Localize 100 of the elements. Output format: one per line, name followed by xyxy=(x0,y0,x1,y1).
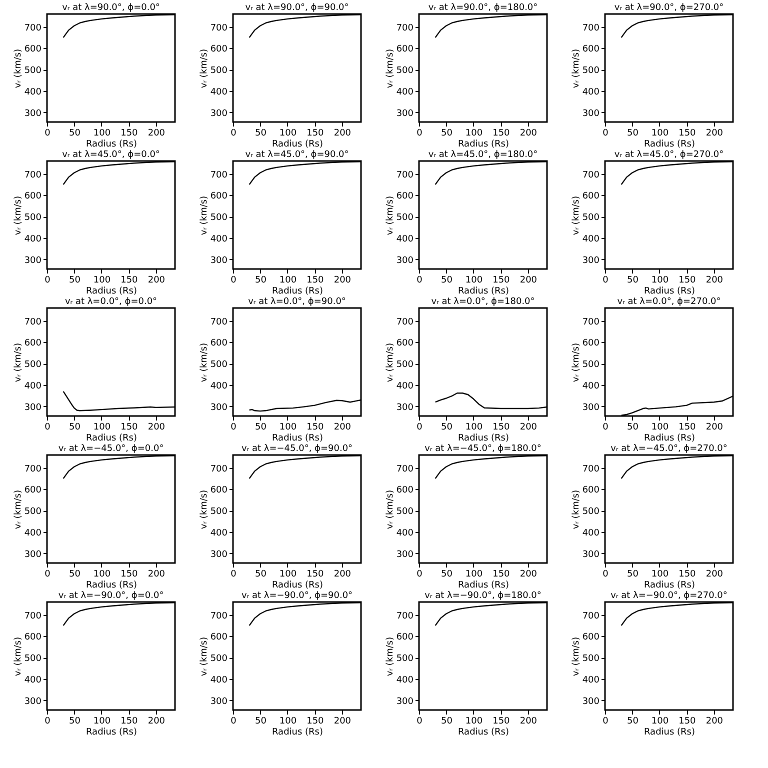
x-tick-label: 150 xyxy=(492,128,510,138)
x-tick-label: 50 xyxy=(255,570,267,580)
x-tick-label: 100 xyxy=(279,276,297,286)
y-tick-label: 700 xyxy=(396,23,414,34)
y-tick-label: 700 xyxy=(210,23,228,34)
y-tick-label: 300 xyxy=(24,402,42,413)
y-tick-label: 700 xyxy=(210,170,228,180)
x-tick-label: 100 xyxy=(651,422,669,432)
chart-title: vᵣ at λ=−45.0°, ϕ=180.0° xyxy=(424,444,542,454)
x-tick-label: 50 xyxy=(441,276,453,286)
x-tick-label: 50 xyxy=(441,422,453,432)
x-axis-title: Radius (Rs) xyxy=(644,728,696,738)
y-tick-label: 400 xyxy=(210,234,228,244)
x-tick-label: 150 xyxy=(306,422,324,432)
y-tick-label: 600 xyxy=(210,192,228,202)
x-tick-label: 50 xyxy=(627,422,639,432)
y-tick-label: 600 xyxy=(582,338,600,349)
y-tick-label: 700 xyxy=(396,170,414,180)
x-tick-label: 50 xyxy=(69,716,81,726)
x-tick-label: 50 xyxy=(69,422,81,432)
x-tick-label: 0 xyxy=(230,716,237,726)
x-tick-label: 150 xyxy=(492,716,510,726)
x-tick-label: 150 xyxy=(678,570,696,580)
x-axis-title: Radius (Rs) xyxy=(644,140,696,150)
y-tick-label: 300 xyxy=(24,550,42,560)
x-axis-title: Radius (Rs) xyxy=(86,140,138,150)
y-tick-label: 400 xyxy=(396,381,414,392)
x-axis-title: Radius (Rs) xyxy=(458,286,510,296)
chart-title: vᵣ at λ=90.0°, ϕ=270.0° xyxy=(614,3,724,13)
x-tick-label: 150 xyxy=(492,570,510,580)
x-tick-label: 50 xyxy=(627,128,639,138)
x-tick-label: 0 xyxy=(230,276,237,286)
x-axis-title: Radius (Rs) xyxy=(458,728,510,738)
x-tick-label: 100 xyxy=(93,128,111,138)
y-tick-label: 600 xyxy=(210,44,228,55)
x-tick-label: 150 xyxy=(492,276,510,286)
x-tick-label: 150 xyxy=(120,716,138,726)
y-tick-label: 300 xyxy=(582,402,600,413)
y-axis-title: vᵣ (km/s) xyxy=(13,342,24,382)
x-tick-label: 200 xyxy=(706,128,724,138)
x-axis-title: Radius (Rs) xyxy=(86,580,138,590)
y-tick-label: 700 xyxy=(582,23,600,34)
x-axis-title: Radius (Rs) xyxy=(644,580,696,590)
x-tick-label: 100 xyxy=(93,716,111,726)
x-axis-title: Radius (Rs) xyxy=(86,286,138,296)
chart-title: vᵣ at λ=0.0°, ϕ=90.0° xyxy=(248,297,346,307)
y-tick-label: 300 xyxy=(396,256,414,266)
x-axis-title: Radius (Rs) xyxy=(272,434,324,444)
x-tick-label: 200 xyxy=(334,128,352,138)
x-tick-label: 200 xyxy=(148,128,166,138)
y-tick-label: 400 xyxy=(582,528,600,538)
x-tick-label: 50 xyxy=(627,276,639,286)
y-tick-label: 400 xyxy=(582,381,600,392)
y-axis-title: vᵣ (km/s) xyxy=(199,342,210,382)
y-tick-label: 600 xyxy=(24,44,42,55)
x-tick-label: 200 xyxy=(520,128,538,138)
y-tick-label: 600 xyxy=(396,632,414,643)
x-tick-label: 0 xyxy=(602,276,609,286)
x-tick-label: 0 xyxy=(602,570,609,580)
y-tick-label: 500 xyxy=(582,360,600,370)
y-tick-label: 500 xyxy=(582,507,600,518)
x-tick-label: 0 xyxy=(602,716,609,726)
y-tick-label: 600 xyxy=(210,338,228,349)
x-tick-label: 200 xyxy=(148,422,166,432)
chart-title: vᵣ at λ=−90.0°, ϕ=270.0° xyxy=(610,591,728,601)
x-tick-label: 150 xyxy=(120,570,138,580)
y-tick-label: 400 xyxy=(24,381,42,392)
y-axis-title: vᵣ (km/s) xyxy=(13,636,24,676)
y-tick-label: 400 xyxy=(210,675,228,686)
x-tick-label: 50 xyxy=(441,128,453,138)
y-tick-label: 300 xyxy=(396,108,414,119)
chart-title: vᵣ at λ=45.0°, ϕ=90.0° xyxy=(245,150,349,160)
y-tick-label: 500 xyxy=(582,66,600,76)
x-tick-label: 200 xyxy=(334,570,352,580)
y-tick-label: 400 xyxy=(396,234,414,244)
y-tick-label: 700 xyxy=(24,23,42,34)
y-tick-label: 400 xyxy=(582,234,600,244)
x-tick-label: 200 xyxy=(520,716,538,726)
y-tick-label: 500 xyxy=(396,507,414,518)
y-tick-label: 500 xyxy=(396,654,414,664)
y-axis-title: vᵣ (km/s) xyxy=(199,48,210,88)
x-tick-label: 0 xyxy=(230,422,237,432)
x-tick-label: 50 xyxy=(255,128,267,138)
x-tick-label: 200 xyxy=(706,276,724,286)
x-tick-label: 100 xyxy=(465,716,483,726)
y-axis-title: vᵣ (km/s) xyxy=(571,636,582,676)
chart-title: vᵣ at λ=−45.0°, ϕ=0.0° xyxy=(58,444,164,454)
y-tick-label: 400 xyxy=(24,675,42,686)
y-tick-label: 400 xyxy=(210,381,228,392)
x-tick-label: 50 xyxy=(69,570,81,580)
x-tick-label: 150 xyxy=(306,570,324,580)
y-axis-title: vᵣ (km/s) xyxy=(571,48,582,88)
x-tick-label: 0 xyxy=(44,128,51,138)
y-tick-label: 600 xyxy=(24,192,42,202)
x-tick-label: 0 xyxy=(44,716,51,726)
x-tick-label: 50 xyxy=(627,716,639,726)
x-tick-label: 150 xyxy=(120,276,138,286)
x-tick-label: 150 xyxy=(678,128,696,138)
y-axis-title: vᵣ (km/s) xyxy=(385,48,396,88)
x-tick-label: 150 xyxy=(678,716,696,726)
